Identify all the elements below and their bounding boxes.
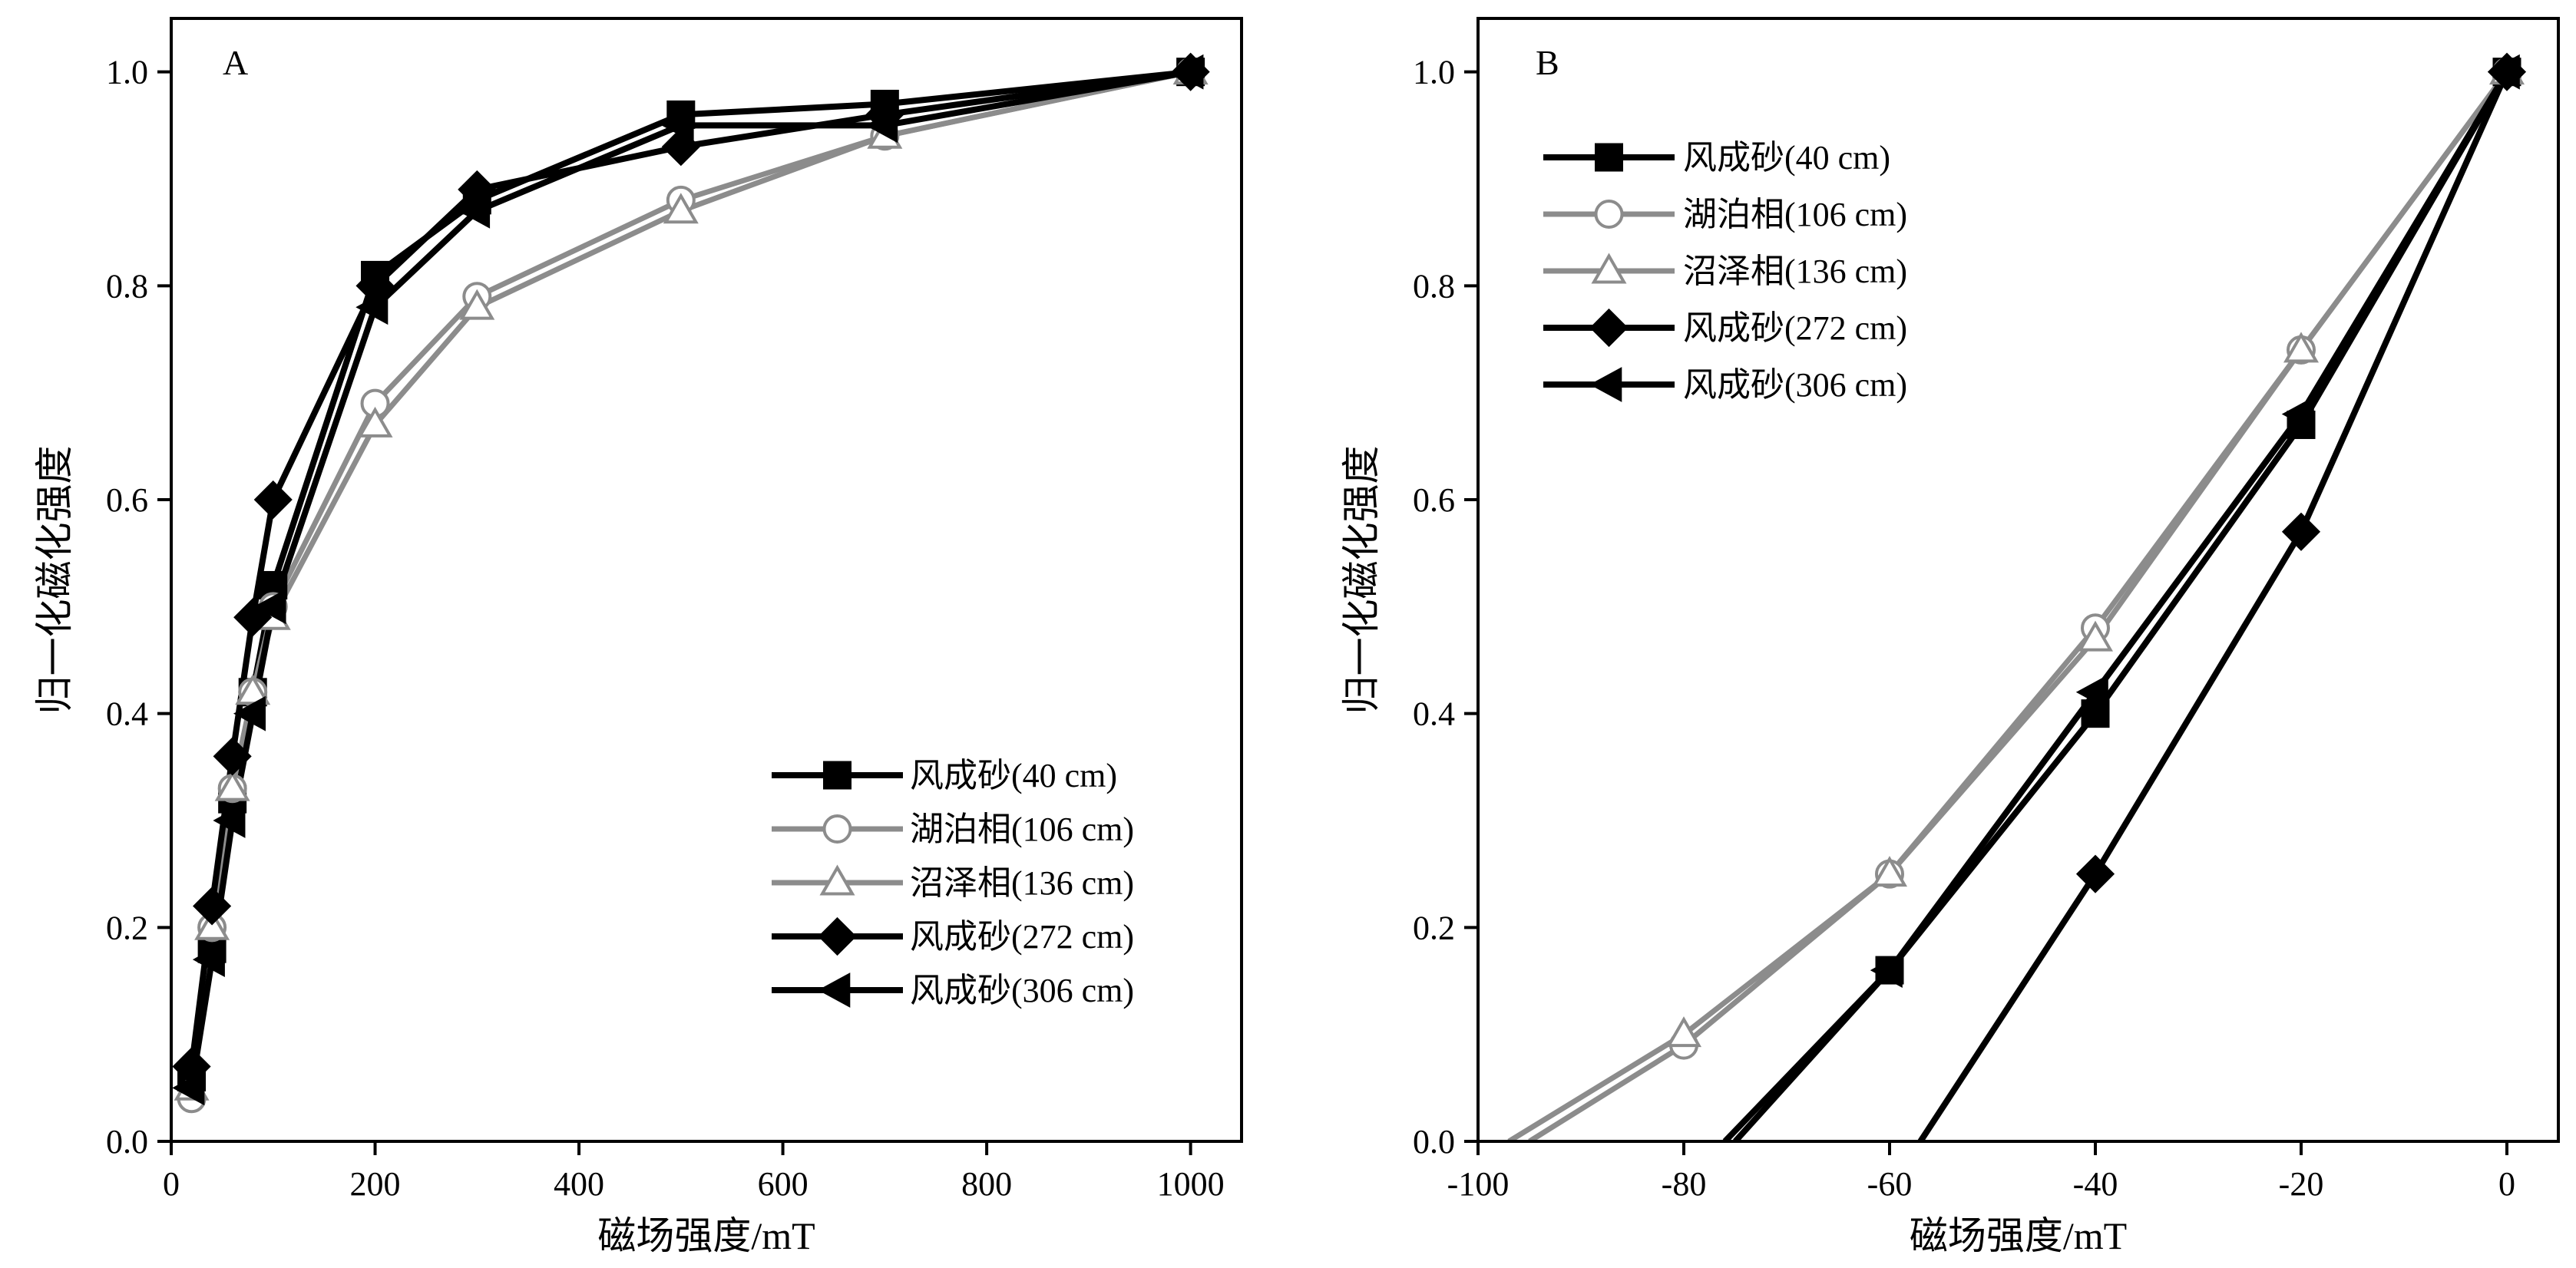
legend-label: 风成砂(306 cm) <box>910 972 1134 1009</box>
x-tick-label: 0 <box>163 1165 180 1203</box>
chart-panel-b: -100 -80 -60 -40 -20 0 0.0 0.2 0.4 0.6 0.8 1.0 B 磁场… <box>1340 17 2560 1257</box>
data-point <box>2081 699 2110 728</box>
x-tick-label: 400 <box>554 1165 604 1203</box>
y-tick-label: 0.0 <box>106 1123 148 1161</box>
data-point <box>172 1070 205 1106</box>
data-point <box>661 107 694 144</box>
panel-label-a: A <box>223 43 248 82</box>
legend-marker <box>1591 253 1627 284</box>
data-point <box>192 942 225 978</box>
plot-frame-b <box>1476 17 2560 1143</box>
legend-label: 湖泊相(106 cm) <box>910 811 1134 848</box>
data-point <box>2487 54 2520 90</box>
plot-area-b <box>1507 52 2527 1141</box>
panel-label-b: B <box>1536 43 1559 82</box>
data-point <box>357 406 393 438</box>
data-point <box>213 803 246 838</box>
data-point <box>214 770 250 801</box>
data-point <box>458 193 491 229</box>
series-line <box>1507 70 2509 1141</box>
legend-label: 风成砂(272 cm) <box>910 918 1134 956</box>
data-point <box>2283 332 2320 363</box>
legend-marker <box>1595 143 1623 172</box>
axis-ticks-a: 0 200 400 600 800 1000 0.0 0.2 0.4 0.6 0.8 1.0 <box>106 54 1225 1203</box>
plot-area-a <box>172 52 1210 1114</box>
y-axis-title-a: 归一化磁化强度 <box>33 446 76 715</box>
y-tick-label: 0.6 <box>106 481 148 519</box>
x-tick-label: 200 <box>350 1165 401 1203</box>
legend-label: 风成砂(40 cm) <box>910 757 1117 794</box>
plot-frame-a <box>170 17 1243 1143</box>
data-point <box>1871 856 1908 887</box>
x-tick-label: 0 <box>2498 1165 2515 1203</box>
x-axis-title-b: 磁场强度/mT <box>1910 1214 2127 1257</box>
data-point <box>2075 674 2108 710</box>
data-point <box>2281 512 2321 551</box>
data-point <box>253 480 293 520</box>
y-tick-label: 0.2 <box>1413 909 1455 946</box>
legend-label: 风成砂(272 cm) <box>1683 309 1907 347</box>
data-point <box>1665 1016 1702 1048</box>
legend-label: 湖泊相(106 cm) <box>1683 196 1907 233</box>
data-point <box>2075 854 2115 893</box>
legend-label: 沼泽相(136 cm) <box>910 864 1134 902</box>
legend-marker <box>1589 308 1629 348</box>
y-tick-label: 0.4 <box>106 695 148 733</box>
data-point <box>663 193 699 224</box>
data-point <box>1171 54 1204 90</box>
legend-marker <box>823 761 852 790</box>
y-tick-label: 1.0 <box>1413 54 1455 91</box>
data-point <box>1870 953 1903 988</box>
data-point <box>213 737 252 776</box>
x-tick-label: 600 <box>758 1165 809 1203</box>
x-tick-label: 1000 <box>1157 1165 1225 1203</box>
y-tick-label: 0.6 <box>1413 481 1455 519</box>
legend-marker <box>822 814 852 844</box>
series-line <box>1917 71 2510 1141</box>
data-point <box>459 289 495 320</box>
series-line <box>188 68 1192 1088</box>
legend-b: 风成砂(40 cm) 湖泊相(106 cm) 沼泽相(136 cm) 风成砂(272 … <box>1543 139 1907 404</box>
y-tick-label: 0.2 <box>106 909 148 946</box>
legend-marker <box>818 916 857 956</box>
x-tick-label: -60 <box>1867 1165 1913 1203</box>
x-tick-label: 800 <box>961 1165 1012 1203</box>
data-point <box>2281 396 2314 432</box>
legend-a: 风成砂(40 cm) 湖泊相(106 cm) 沼泽相(136 cm) 风成砂(272 … <box>772 757 1134 1009</box>
data-point <box>355 289 389 325</box>
y-axis-title-b: 归一化磁化强度 <box>1340 446 1383 715</box>
x-axis-title-a: 磁场强度/mT <box>597 1214 815 1257</box>
legend-marker <box>818 972 851 1008</box>
x-tick-label: -40 <box>2073 1165 2118 1203</box>
legend-label: 风成砂(40 cm) <box>1683 139 1890 177</box>
legend-marker <box>1589 367 1622 402</box>
data-point <box>865 107 898 144</box>
data-point <box>193 887 232 926</box>
series-line <box>188 68 1192 1067</box>
data-point <box>194 909 230 940</box>
x-tick-label: -80 <box>1662 1165 1707 1203</box>
axis-ticks-b: -100 -80 -60 -40 -20 0 0.0 0.2 0.4 0.6 0.8 1.0 <box>1413 54 2515 1203</box>
legend-label: 风成砂(306 cm) <box>1683 366 1907 404</box>
x-tick-label: -20 <box>2279 1165 2324 1203</box>
y-tick-label: 1.0 <box>106 54 148 91</box>
data-point <box>2077 620 2114 652</box>
y-tick-label: 0.8 <box>106 267 148 305</box>
data-point <box>253 589 286 625</box>
y-tick-label: 0.8 <box>1413 267 1455 305</box>
data-point <box>233 695 266 731</box>
y-tick-label: 0.4 <box>1413 695 1455 733</box>
chart-panel-a: 0 200 400 600 800 1000 0.0 0.2 0.4 0.6 0.8 1.0 A 磁场… <box>33 17 1243 1257</box>
series-line <box>189 69 1192 1088</box>
x-tick-label: -100 <box>1447 1165 1510 1203</box>
legend-marker <box>1594 200 1624 229</box>
legend-marker <box>819 864 855 896</box>
y-tick-label: 0.0 <box>1413 1123 1455 1161</box>
legend-label: 沼泽相(136 cm) <box>1683 253 1907 290</box>
